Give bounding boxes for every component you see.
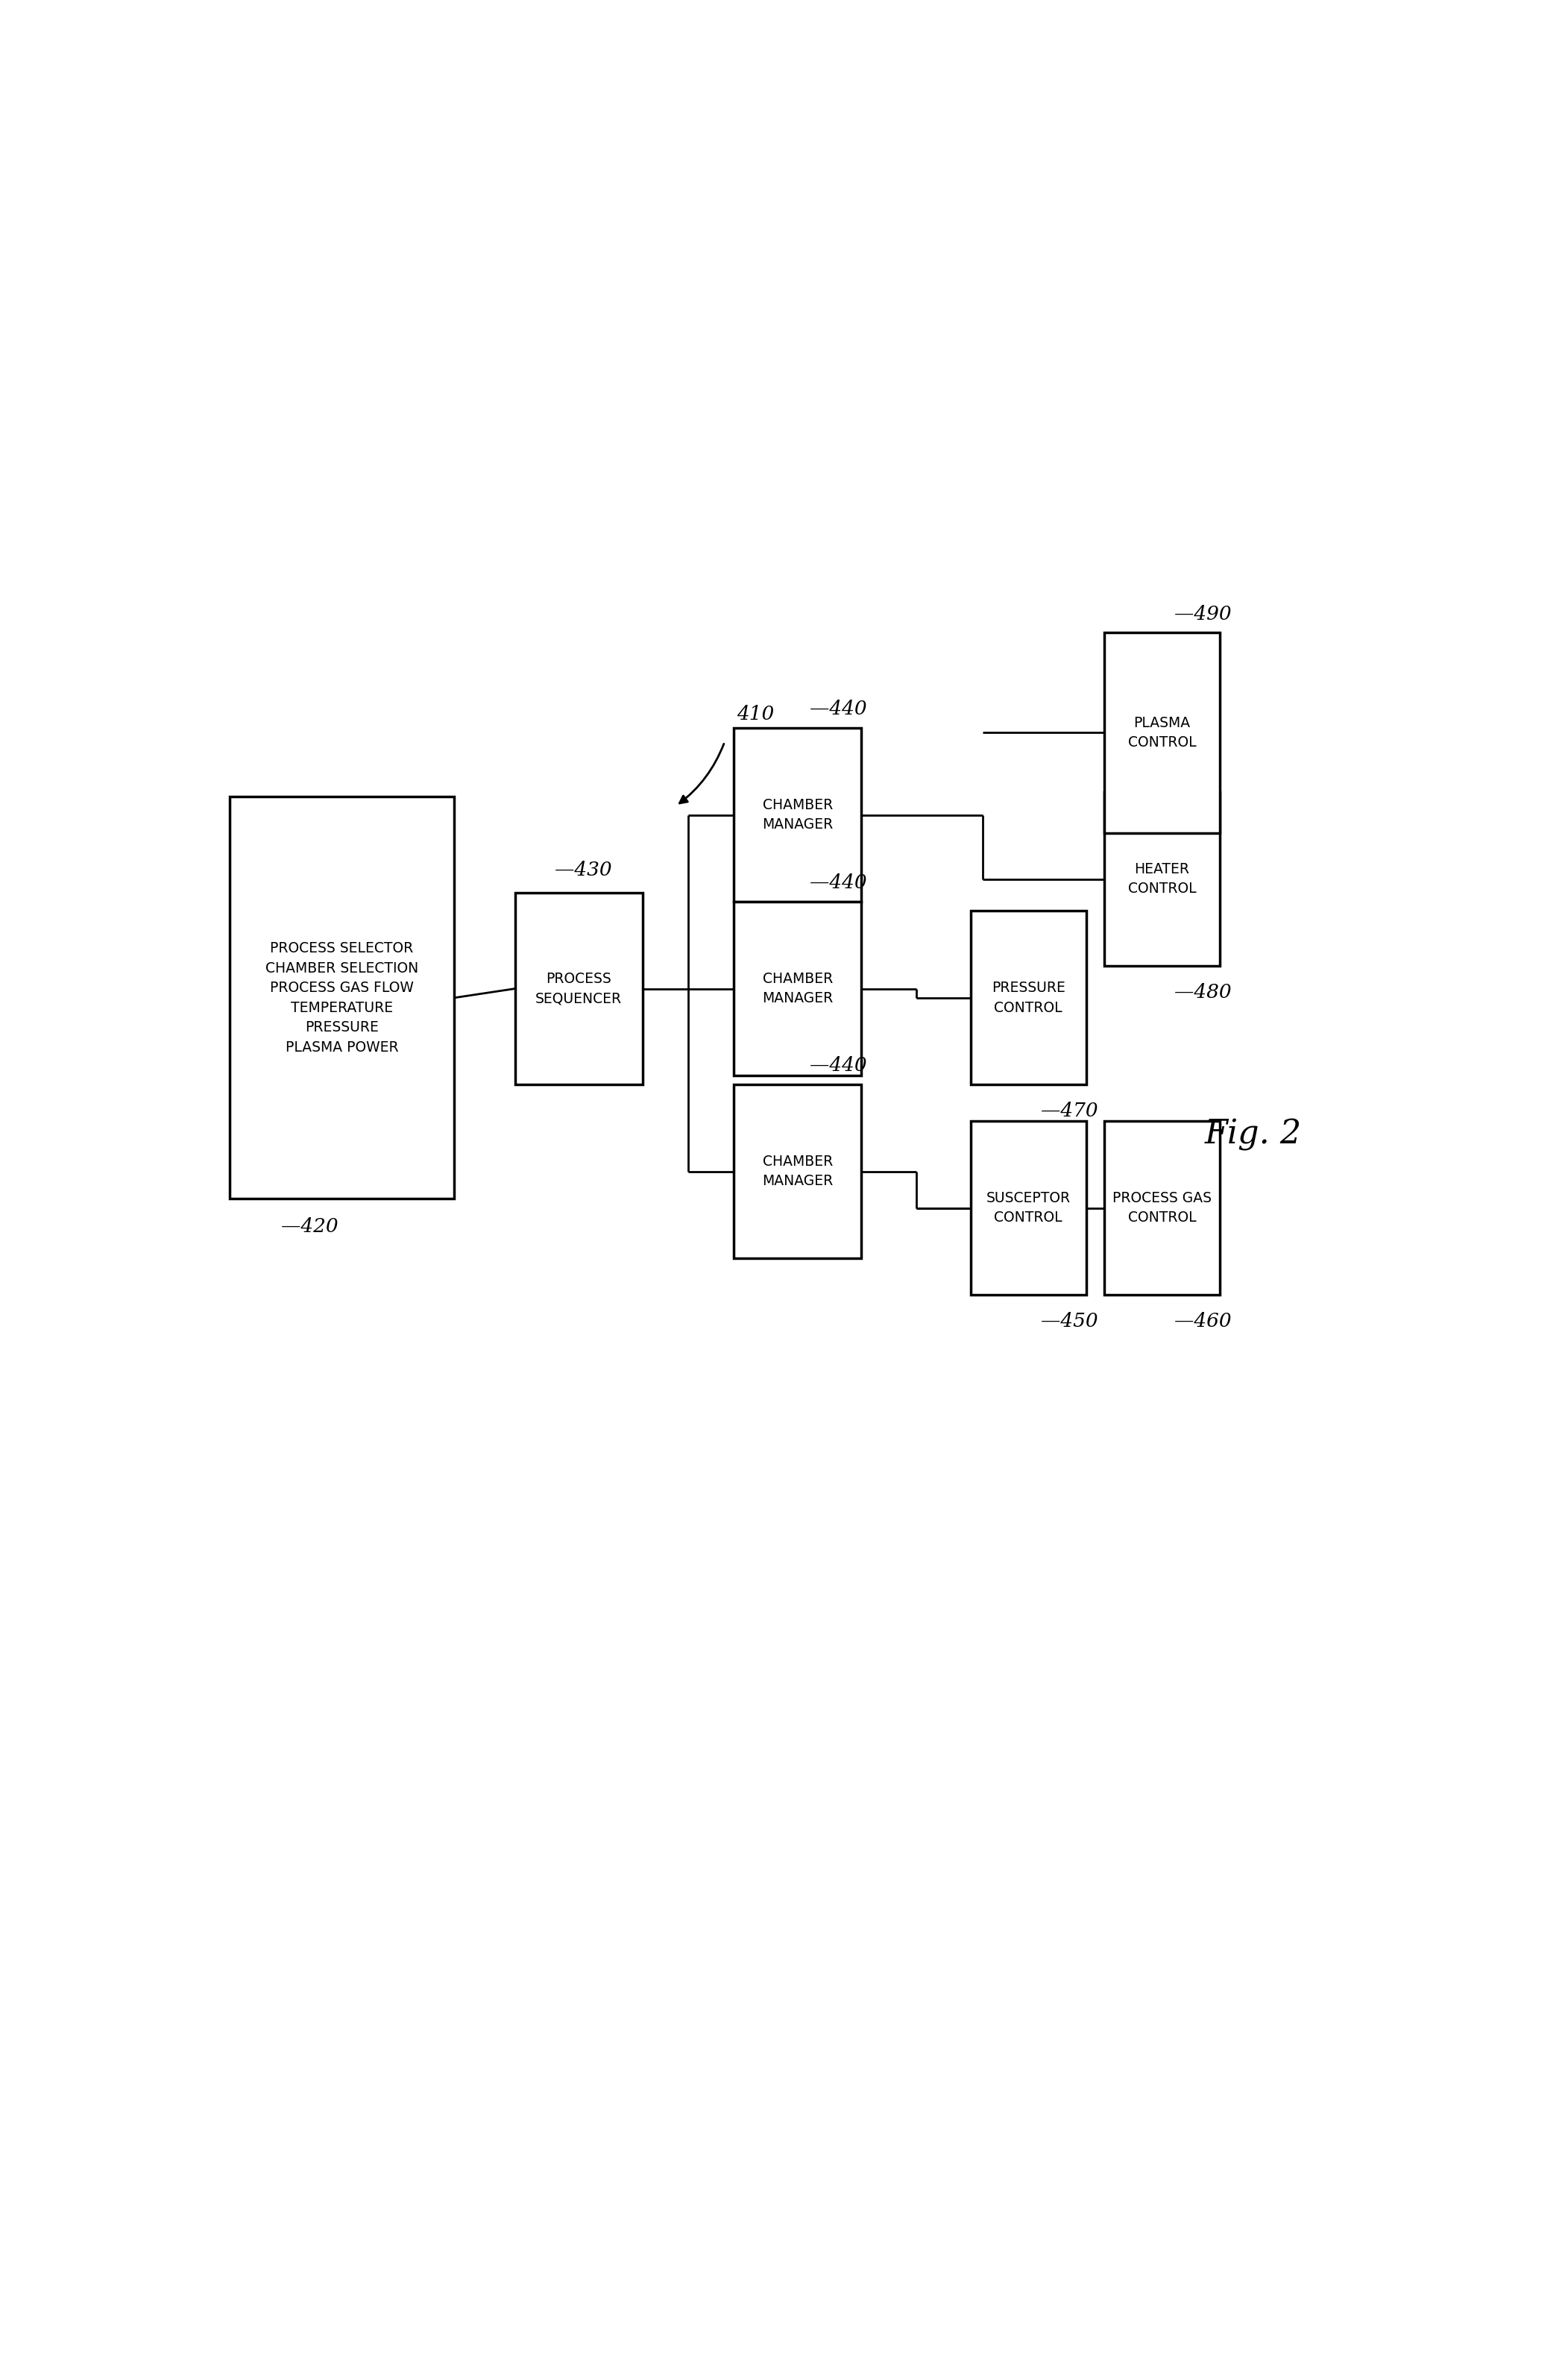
Bar [229, 798, 455, 1199]
Bar [734, 729, 861, 902]
Text: PROCESS
SEQUENCER: PROCESS SEQUENCER [536, 971, 622, 1007]
Bar [971, 912, 1087, 1085]
Text: 410: 410 [737, 705, 775, 724]
Bar [1104, 1121, 1220, 1294]
Text: —480: —480 [1174, 983, 1231, 1002]
Text: —430: —430 [555, 859, 612, 878]
Text: —420: —420 [281, 1218, 339, 1234]
Bar [734, 902, 861, 1075]
Text: Fig. 2: Fig. 2 [1204, 1118, 1301, 1151]
Text: —470: —470 [1041, 1102, 1098, 1121]
Bar [1104, 793, 1220, 966]
Bar [971, 1121, 1087, 1294]
Bar [1104, 631, 1220, 833]
Text: PLASMA
CONTROL: PLASMA CONTROL [1127, 717, 1196, 750]
Text: SUSCEPTOR
CONTROL: SUSCEPTOR CONTROL [986, 1192, 1071, 1225]
Text: PROCESS GAS
CONTROL: PROCESS GAS CONTROL [1113, 1192, 1212, 1225]
Text: —440: —440 [809, 1056, 867, 1075]
Text: —460: —460 [1174, 1313, 1231, 1332]
Bar [734, 1085, 861, 1258]
Text: —440: —440 [809, 700, 867, 719]
Text: CHAMBER
MANAGER: CHAMBER MANAGER [762, 1154, 833, 1189]
Text: HEATER
CONTROL: HEATER CONTROL [1127, 862, 1196, 895]
Bar [514, 893, 643, 1085]
Text: CHAMBER
MANAGER: CHAMBER MANAGER [762, 798, 833, 831]
Text: —440: —440 [809, 874, 867, 893]
Text: PRESSURE
CONTROL: PRESSURE CONTROL [991, 980, 1065, 1014]
Text: PROCESS SELECTOR
CHAMBER SELECTION
PROCESS GAS FLOW
TEMPERATURE
PRESSURE
PLASMA : PROCESS SELECTOR CHAMBER SELECTION PROCE… [265, 942, 419, 1054]
Text: CHAMBER
MANAGER: CHAMBER MANAGER [762, 971, 833, 1007]
Text: —490: —490 [1174, 605, 1231, 624]
Text: —450: —450 [1041, 1313, 1098, 1332]
